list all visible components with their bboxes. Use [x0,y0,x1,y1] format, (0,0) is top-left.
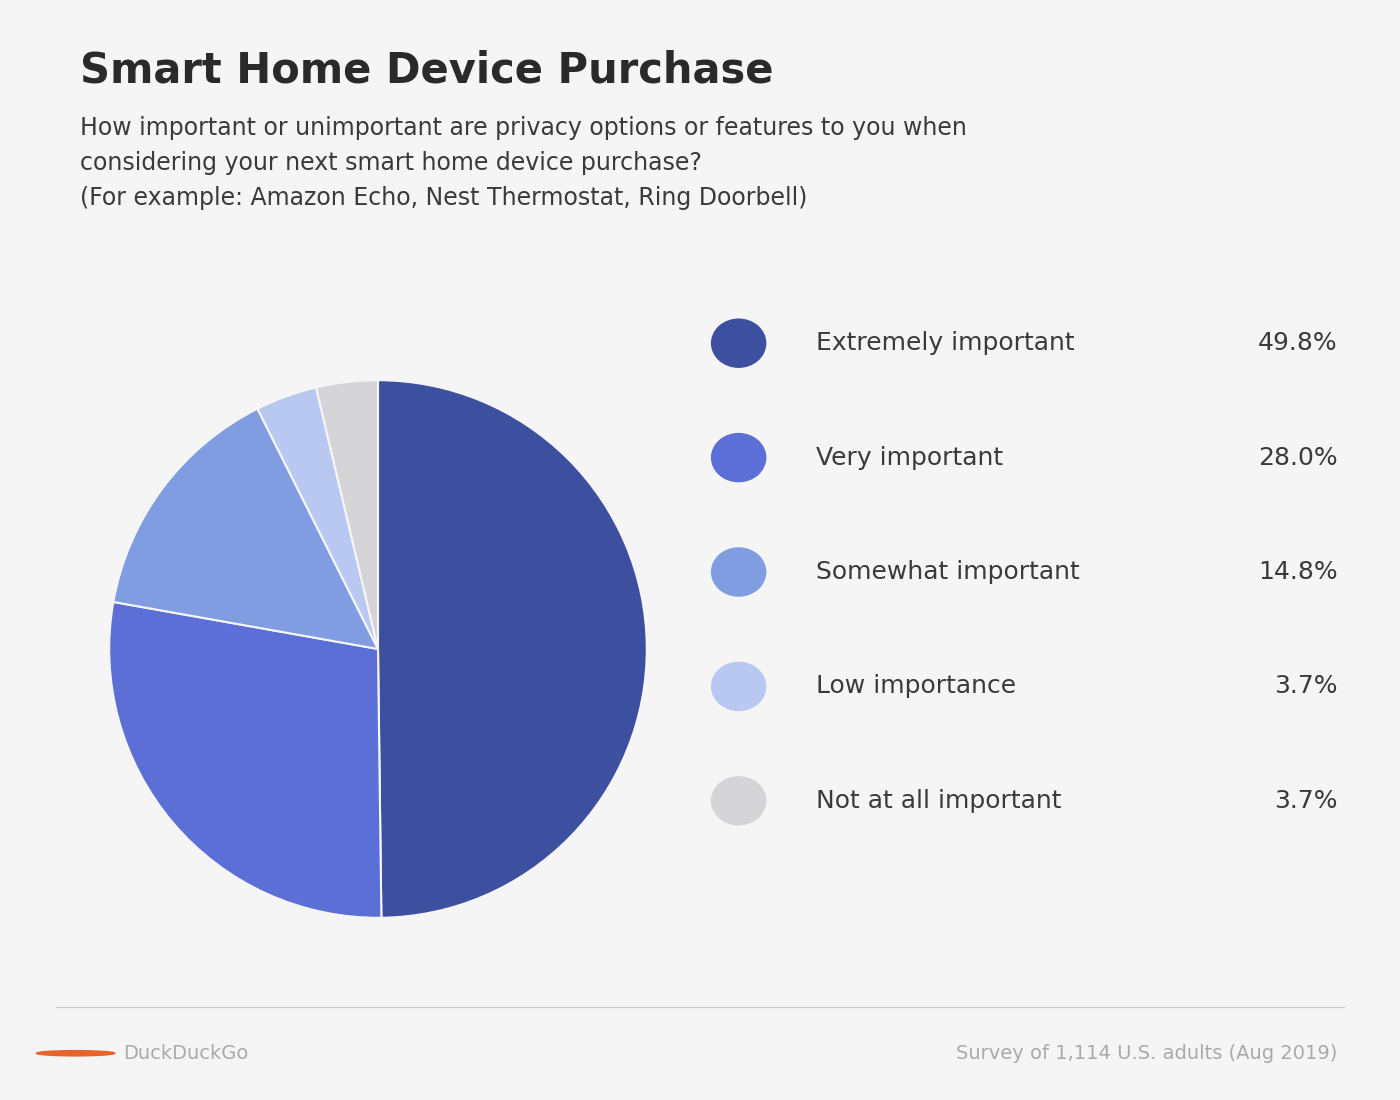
Text: Not at all important: Not at all important [816,789,1061,813]
Text: Low importance: Low importance [816,674,1016,698]
Circle shape [711,548,766,596]
Text: Survey of 1,114 U.S. adults (Aug 2019): Survey of 1,114 U.S. adults (Aug 2019) [956,1044,1337,1063]
Wedge shape [258,387,378,649]
Text: 14.8%: 14.8% [1259,560,1337,584]
Circle shape [711,777,766,825]
Text: Very important: Very important [816,446,1002,470]
Text: 3.7%: 3.7% [1274,789,1337,813]
Circle shape [711,319,766,367]
Text: DuckDuckGo: DuckDuckGo [123,1044,249,1063]
Wedge shape [109,602,381,917]
Text: 49.8%: 49.8% [1259,331,1337,355]
Wedge shape [316,381,378,649]
Text: Extremely important: Extremely important [816,331,1075,355]
Circle shape [711,433,766,482]
Text: 28.0%: 28.0% [1259,446,1337,470]
Circle shape [711,662,766,711]
Text: Somewhat important: Somewhat important [816,560,1079,584]
Wedge shape [378,381,647,917]
Circle shape [36,1050,115,1056]
Text: Smart Home Device Purchase: Smart Home Device Purchase [80,50,773,91]
Text: How important or unimportant are privacy options or features to you when
conside: How important or unimportant are privacy… [80,116,966,210]
Text: 3.7%: 3.7% [1274,674,1337,698]
Wedge shape [113,409,378,649]
